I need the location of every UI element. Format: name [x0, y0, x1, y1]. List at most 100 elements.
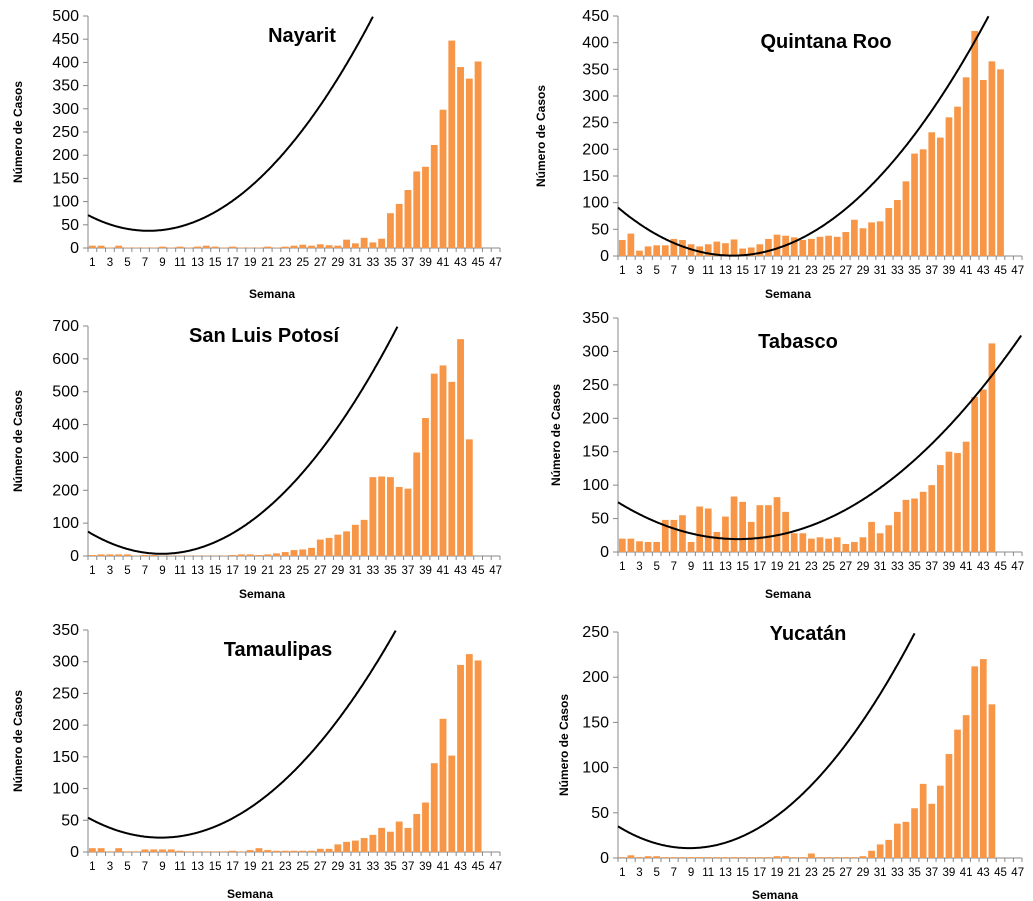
bar — [404, 827, 412, 852]
x-tick-label: 29 — [857, 561, 870, 573]
x-tick-label: 21 — [788, 867, 801, 879]
bar — [911, 153, 918, 256]
bar — [876, 221, 884, 256]
x-tick-label: 3 — [636, 265, 642, 277]
chart-title: Yucatán — [770, 623, 847, 645]
bar — [369, 242, 377, 248]
x-tick-label: 23 — [279, 257, 292, 269]
bar — [343, 239, 351, 248]
y-tick-label: 50 — [591, 221, 609, 238]
bar — [106, 554, 114, 556]
y-tick-label: 250 — [582, 115, 609, 132]
x-tick-label: 45 — [994, 561, 1007, 573]
chart-title: Nayarit — [268, 25, 336, 47]
bar — [299, 549, 307, 556]
x-tick-label: 5 — [653, 561, 659, 573]
x-tick-label: 13 — [719, 265, 732, 277]
bar — [894, 511, 901, 552]
bar — [971, 30, 979, 256]
bar — [988, 704, 996, 858]
y-tick-label: 350 — [52, 78, 79, 95]
bar — [851, 857, 858, 858]
x-tick-label: 1 — [89, 257, 95, 269]
bar — [387, 213, 394, 248]
bar — [885, 839, 893, 858]
bar — [404, 190, 412, 248]
bar — [936, 137, 944, 256]
bar — [928, 485, 936, 552]
x-tick-label: 7 — [671, 561, 677, 573]
y-tick-label: 200 — [582, 410, 609, 427]
bar — [859, 228, 867, 256]
bar — [954, 729, 961, 858]
x-tick-label: 45 — [472, 257, 485, 269]
trend-line — [617, 632, 916, 850]
x-tick-label: 43 — [977, 867, 990, 879]
bar — [115, 245, 123, 248]
bar — [124, 554, 131, 556]
bar — [264, 246, 272, 248]
bar — [211, 246, 219, 248]
bar — [316, 539, 324, 556]
bar — [902, 181, 910, 256]
x-tick-label: 43 — [977, 265, 990, 277]
y-tick-label: 250 — [582, 377, 609, 394]
bar — [141, 849, 149, 852]
x-tick-label: 29 — [331, 861, 344, 873]
bar — [902, 499, 910, 552]
bar — [618, 240, 626, 256]
bar — [936, 465, 944, 552]
x-tick-label: 21 — [261, 565, 274, 577]
bar — [868, 521, 875, 552]
bar — [88, 848, 96, 852]
bar — [194, 246, 201, 248]
x-tick-label: 33 — [366, 565, 379, 577]
x-tick-label: 39 — [943, 561, 956, 573]
y-axis-label: Número de Casos — [534, 85, 548, 187]
x-tick-label: 9 — [688, 265, 694, 277]
bar — [756, 244, 764, 256]
bar — [308, 547, 315, 556]
bar — [334, 534, 342, 556]
y-tick-label: 100 — [52, 515, 79, 532]
bar — [644, 541, 652, 552]
bar — [176, 850, 184, 852]
bar — [167, 849, 175, 852]
x-tick-label: 39 — [419, 861, 432, 873]
bar — [825, 235, 832, 256]
x-tick-label: 7 — [142, 565, 148, 577]
bar — [194, 851, 201, 852]
x-tick-label: 7 — [671, 265, 677, 277]
bar — [351, 524, 359, 556]
x-tick-label: 19 — [244, 565, 257, 577]
bar — [722, 516, 729, 552]
x-tick-label: 35 — [908, 867, 921, 879]
y-tick-label: 300 — [52, 654, 79, 671]
bar — [237, 554, 245, 556]
x-tick-label: 19 — [771, 867, 784, 879]
x-tick-label: 25 — [822, 561, 835, 573]
bar — [430, 763, 438, 852]
x-tick-label: 3 — [107, 861, 113, 873]
y-tick-label: 50 — [591, 805, 609, 822]
x-tick-label: 31 — [349, 861, 362, 873]
x-tick-label: 27 — [839, 265, 852, 277]
bar — [334, 245, 342, 248]
bar — [430, 373, 438, 556]
bar — [730, 239, 738, 256]
x-tick-label: 41 — [960, 867, 973, 879]
x-tick-label: 11 — [702, 561, 714, 573]
x-tick-label: 33 — [891, 867, 904, 879]
y-tick-label: 400 — [582, 35, 609, 52]
y-tick-label: 700 — [52, 318, 79, 335]
bar — [448, 381, 456, 556]
bar — [369, 834, 377, 852]
x-tick-label: 21 — [788, 561, 801, 573]
x-tick-label: 3 — [107, 565, 113, 577]
x-tick-label: 31 — [349, 565, 362, 577]
x-tick-label: 39 — [943, 265, 956, 277]
y-tick-label: 100 — [582, 195, 609, 212]
bar — [713, 857, 721, 858]
